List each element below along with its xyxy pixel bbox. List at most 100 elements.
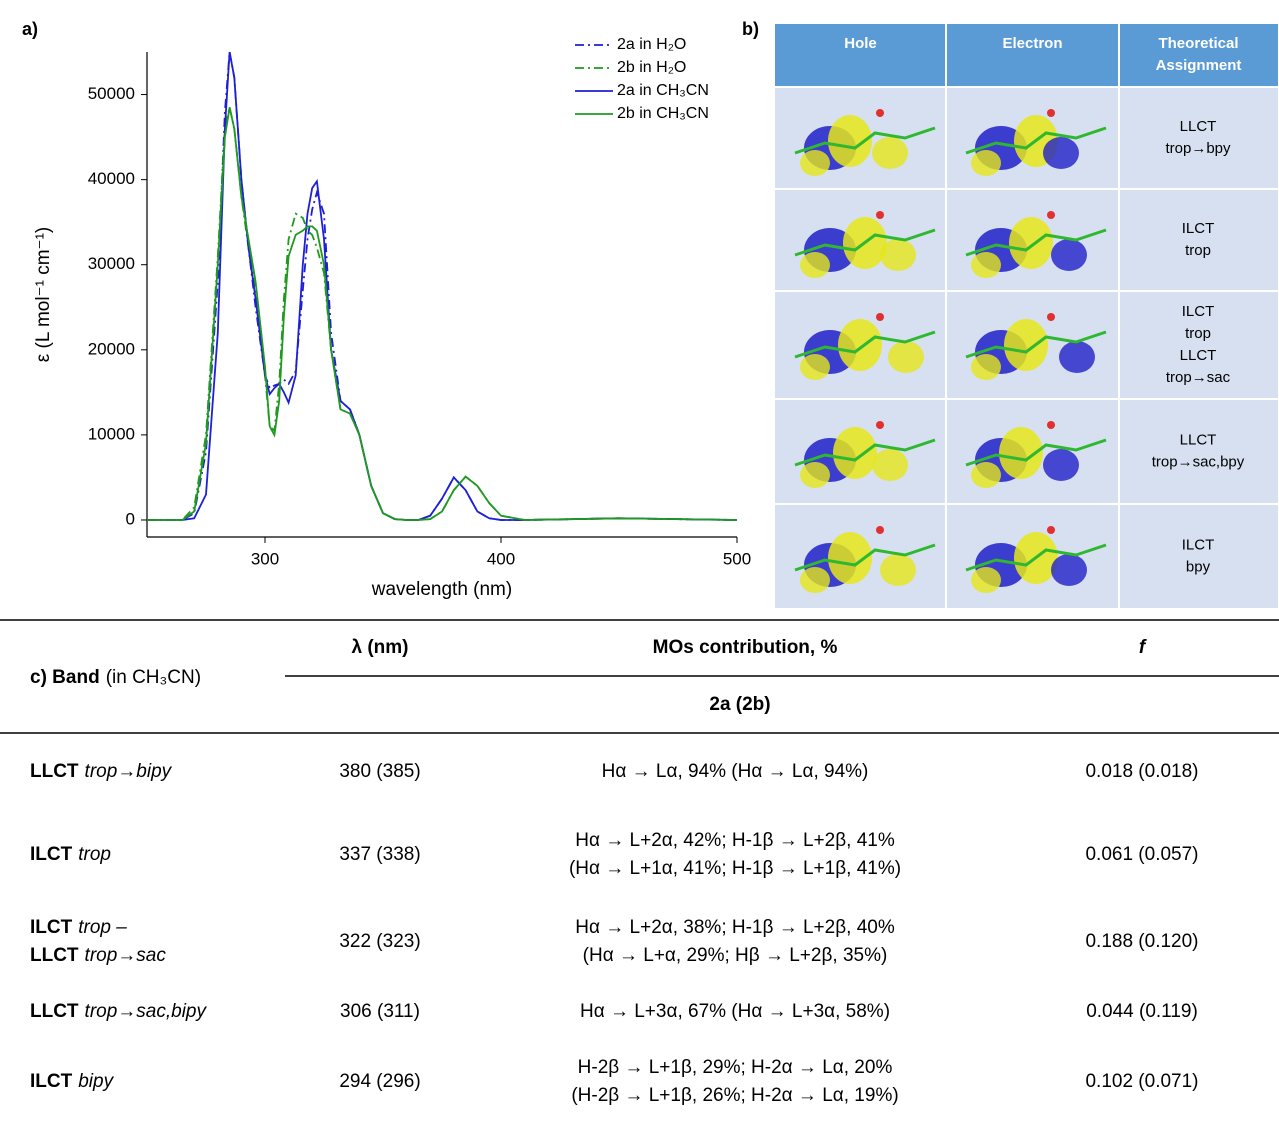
f-cell: 0.018 (0.018) <box>1085 761 1198 782</box>
y-tick-label: 40000 <box>88 169 135 188</box>
col-header: λ (nm) <box>352 637 409 658</box>
mos-cell: Hα → Lα, 94% (Hα → Lα, 94%) <box>602 761 869 782</box>
x-tick-label: 300 <box>251 549 279 568</box>
f-cell: 0.188 (0.120) <box>1085 931 1198 952</box>
assignment-text: trop <box>1185 242 1211 259</box>
assignment-text: ILCT <box>1182 536 1215 553</box>
assignment-text: LLCT <box>1180 118 1217 135</box>
mos-cell: (Hα → L+1α, 41%; H-1β → L+1β, 41%) <box>569 858 901 879</box>
lobe <box>1004 319 1048 371</box>
figure: a) 0 10000 20000 30000 40000 50000 300 400 500 wav… <box>0 0 1279 1126</box>
data-line <box>147 107 737 520</box>
assignment-text: bpy <box>1186 558 1211 575</box>
lobe <box>971 354 1001 380</box>
band-bold: LLCT <box>30 1001 79 1022</box>
lobe <box>872 449 908 481</box>
band-bold: LLCT <box>30 945 79 966</box>
lambda-cell: 337 (338) <box>339 844 420 865</box>
lobe <box>800 252 830 278</box>
f-cell: 0.102 (0.071) <box>1085 1071 1198 1092</box>
atom <box>1047 526 1055 534</box>
header-text: Electron <box>1002 35 1062 52</box>
y-tick-label: 20000 <box>88 339 135 358</box>
atom <box>876 526 884 534</box>
band-cell: LLCT trop→sac <box>30 945 166 966</box>
lobe <box>971 462 1001 488</box>
header-bg <box>775 24 1278 86</box>
y-tick-label: 10000 <box>88 424 135 443</box>
x-tick-label: 400 <box>487 549 515 568</box>
legend-label: 2b in H₂O <box>617 59 686 76</box>
col-header: f <box>1139 637 1147 658</box>
x-axis-label: wavelength (nm) <box>371 579 512 600</box>
lobe <box>1009 217 1053 269</box>
f-cell: 0.044 (0.119) <box>1086 1001 1198 1022</box>
assignment-text: ILCT <box>1182 303 1215 320</box>
legend-label: 2b in CH₃CN <box>617 105 709 122</box>
lobe <box>872 137 908 169</box>
data-line <box>147 107 737 520</box>
mos-cell: Hα → L+2α, 38%; H-1β → L+2β, 40% <box>575 917 895 938</box>
lobe <box>880 554 916 586</box>
lobe <box>1051 239 1087 271</box>
lambda-cell: 294 (296) <box>339 1071 420 1092</box>
band-bold: ILCT <box>30 1071 73 1092</box>
header-text: Assignment <box>1156 57 1242 74</box>
atom <box>876 211 884 219</box>
f-cell: 0.061 (0.057) <box>1085 844 1198 865</box>
assignment-text: trop→sac <box>1166 369 1231 386</box>
y-axis-label: ε (L mol⁻¹ cm⁻¹) <box>33 227 54 362</box>
mos-cell: (H-2β → L+1β, 26%; H-2α → Lα, 19%) <box>571 1085 898 1106</box>
lobe <box>800 150 830 176</box>
band-italic: trop→sac <box>85 945 167 966</box>
assignment-text: ILCT <box>1182 220 1215 237</box>
lambda-cell: 306 (311) <box>340 1001 420 1022</box>
band-cell: LLCT trop→sac,bipy <box>30 1001 207 1022</box>
band-header: c) Band(in CH₃CN) <box>30 667 201 688</box>
band-italic: trop <box>78 844 111 865</box>
lobe <box>1043 137 1079 169</box>
atom <box>876 313 884 321</box>
lambda-cell: 380 (385) <box>339 761 420 782</box>
lambda-cell: 322 (323) <box>339 931 420 952</box>
mos-cell: Hα → L+3α, 67% (Hα → L+3α, 58%) <box>580 1001 890 1022</box>
lobe <box>833 427 877 479</box>
panel-label: b) <box>742 19 759 39</box>
y-tick-label: 30000 <box>88 254 135 273</box>
mos-cell: H-2β → L+1β, 29%; H-2α → Lα, 20% <box>578 1057 893 1078</box>
legend-label: 2a in H₂O <box>617 36 686 53</box>
header-text: Theoretical <box>1158 35 1238 52</box>
legend-label: 2a in CH₃CN <box>617 82 709 99</box>
band-bold: LLCT <box>30 761 79 782</box>
assignment-text: trop→sac,bpy <box>1152 453 1245 470</box>
assignment-text: LLCT <box>1180 347 1217 364</box>
band-italic: trop→bipy <box>85 761 173 782</box>
subheader: 2a (2b) <box>709 694 770 715</box>
lobe <box>888 341 924 373</box>
assignment-text: LLCT <box>1180 431 1217 448</box>
header-text: Hole <box>844 35 877 52</box>
atom <box>876 421 884 429</box>
assignment-text: trop→bpy <box>1165 140 1231 157</box>
mos-cell: Hα → L+2α, 42%; H-1β → L+2β, 41% <box>575 830 895 851</box>
x-tick-label: 500 <box>723 549 751 568</box>
y-tick-label: 0 <box>126 509 135 528</box>
band-italic: trop→sac,bipy <box>85 1001 208 1022</box>
band-bold: ILCT <box>30 844 73 865</box>
lobe <box>800 567 830 593</box>
assignment-text: trop <box>1185 325 1211 342</box>
atom <box>876 109 884 117</box>
band-italic: bipy <box>78 1071 114 1092</box>
col-header: MOs contribution, % <box>653 637 838 658</box>
band-header-bold: c) Band <box>30 667 100 688</box>
lobe <box>1051 554 1087 586</box>
panel-label: a) <box>22 19 38 39</box>
band-bold: ILCT <box>30 917 73 938</box>
y-tick-label: 50000 <box>88 84 135 103</box>
lobe <box>971 150 1001 176</box>
lobe <box>800 354 830 380</box>
lobe <box>880 239 916 271</box>
